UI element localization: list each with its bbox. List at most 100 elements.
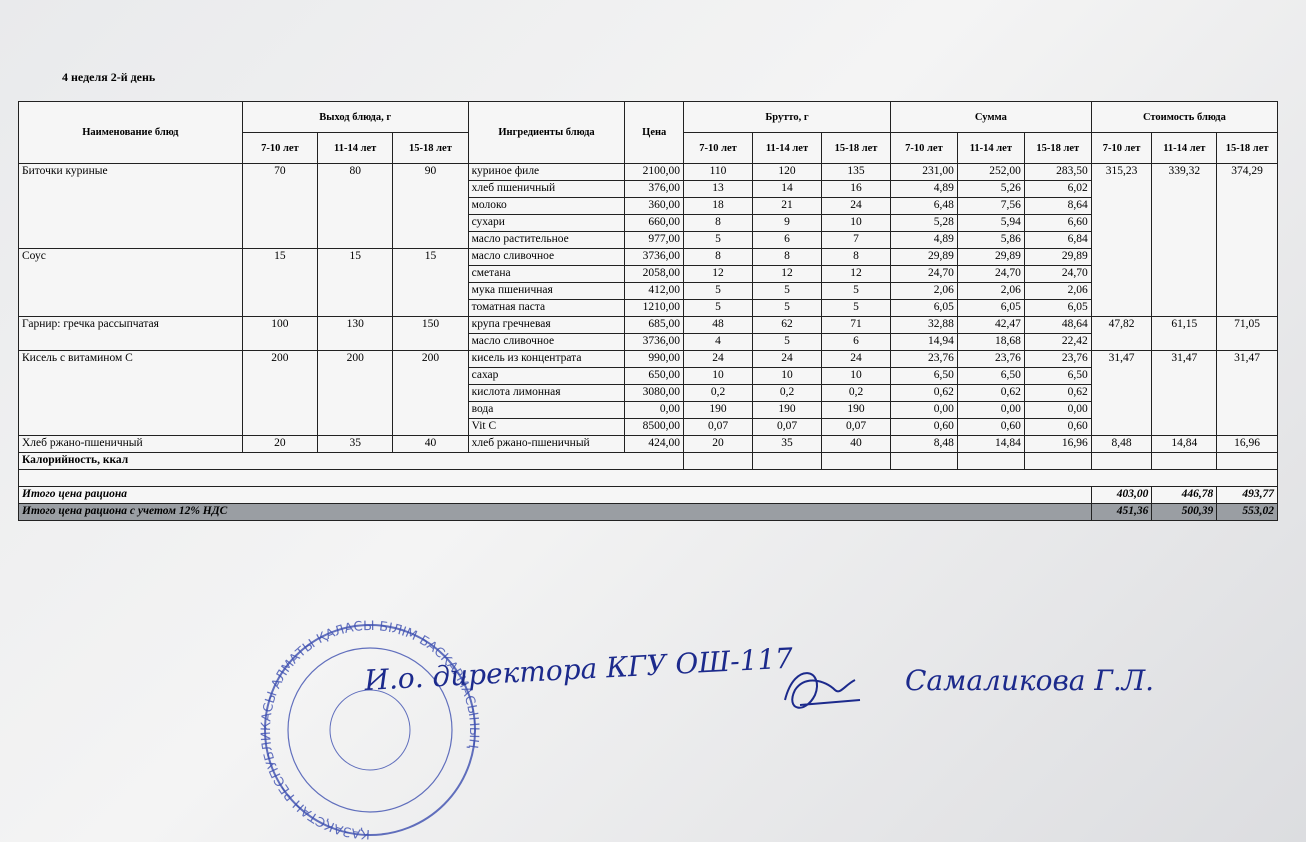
dish-yield: 100 bbox=[241, 316, 319, 351]
ingredient-name: вода bbox=[467, 401, 626, 419]
header-cell: Брутто, г bbox=[683, 101, 891, 133]
total-value: 553,02 bbox=[1216, 503, 1278, 521]
total-row: Итого цена рациона 403,00 446,78 493,77 bbox=[18, 486, 1278, 504]
total-value: 451,36 bbox=[1090, 503, 1153, 521]
stamp-text: ҚАЗАҚСТАН РЕСПУБЛИКАСЫ АЛМАТЫ ҚАЛАСЫ БІЛ… bbox=[259, 619, 481, 841]
dish-cost: 31,47 bbox=[1151, 350, 1218, 436]
ingredient-sum: 14,94 bbox=[890, 333, 958, 351]
dish-yield: 15 bbox=[241, 248, 319, 317]
ingredient-row: томатная паста 1210,00 5 5 5 6,05 6,05 6,05 bbox=[19, 299, 1278, 317]
dish-name: Гарнир: гречка рассыпчатая bbox=[18, 316, 243, 351]
age-header: 11-14 лет bbox=[956, 132, 1025, 164]
dish-cost: 374,29 bbox=[1216, 163, 1278, 317]
ingredient-sum: 4,89 bbox=[890, 180, 958, 198]
ingredient-row: вода 0,00 190 190 190 0,00 0,00 0,00 bbox=[19, 401, 1278, 419]
total_vat-row: Итого цена рациона с учетом 12% НДС 451,3… bbox=[18, 503, 1278, 521]
age-header: 15-18 лет bbox=[821, 132, 891, 164]
ingredient-name: крупа гречневая bbox=[467, 316, 626, 334]
ingredient-row: Биточки куриные 70 80 90 куриное филе 2100,00… bbox=[18, 163, 1278, 317]
dish-cost: 315,23 bbox=[1090, 163, 1153, 317]
total-value: 446,78 bbox=[1151, 486, 1218, 504]
ingredient-row: масло растительное 977,00 5 6 7 4,89 5,86 6,84 bbox=[19, 231, 1278, 249]
dish-name: Кисель с витамином С bbox=[18, 350, 243, 436]
page-title: 4 неделя 2-й день bbox=[62, 70, 156, 84]
ingredient-sum: 6,50 bbox=[1023, 367, 1092, 385]
ingredient-price: 977,00 bbox=[624, 231, 684, 249]
signature-name: Самаликова Г.Л. bbox=[905, 664, 1154, 697]
ingredient-price: 424,00 bbox=[624, 435, 684, 453]
age-header: 11-14 лет bbox=[317, 132, 394, 164]
ingredient-row: Хлеб ржано-пшеничный 20 35 40 хлеб ржано-пше… bbox=[18, 435, 1278, 453]
dish-yield: 130 bbox=[317, 316, 394, 351]
ingredient-price: 360,00 bbox=[624, 197, 684, 215]
ingredient-sum: 24,70 bbox=[956, 265, 1025, 283]
ingredient-brutto: 24 bbox=[821, 350, 891, 368]
ingredient-sum: 0,00 bbox=[1023, 401, 1092, 419]
age-header: 7-10 лет bbox=[241, 132, 319, 164]
ingredient-sum: 16,96 bbox=[1023, 435, 1092, 453]
dish-yield: 80 bbox=[317, 163, 394, 249]
ingredient-row: хлеб пшеничный 376,00 13 14 16 4,89 5,26 6,02 bbox=[19, 180, 1278, 198]
ingredient-sum: 7,56 bbox=[956, 197, 1025, 215]
header-cell: Цена bbox=[624, 101, 684, 164]
ingredient-row: сухари 660,00 8 9 10 5,28 5,94 6,60 bbox=[19, 214, 1278, 232]
stamp bbox=[264, 624, 476, 836]
ingredient-row: Гарнир: гречка рассыпчатая 100 130 150 крупа… bbox=[18, 316, 1278, 351]
signature-scribble bbox=[784, 672, 861, 709]
ingredient-sum: 2,06 bbox=[1023, 282, 1092, 300]
ingredient-brutto: 190 bbox=[683, 401, 753, 419]
dish-cost: 61,15 bbox=[1151, 316, 1218, 351]
dish-cost: 339,32 bbox=[1151, 163, 1218, 317]
ingredient-sum: 22,42 bbox=[1023, 333, 1092, 351]
age-header: 11-14 лет bbox=[1151, 132, 1218, 164]
ingredient-name: молоко bbox=[467, 197, 626, 215]
age-header: 7-10 лет bbox=[1090, 132, 1153, 164]
ingredient-brutto: 190 bbox=[821, 401, 891, 419]
ingredient-row: молоко 360,00 18 21 24 6,48 7,56 8,64 bbox=[19, 197, 1278, 215]
ingredient-sum: 42,47 bbox=[956, 316, 1025, 334]
ingredient-price: 650,00 bbox=[624, 367, 684, 385]
ingredient-sum: 6,60 bbox=[1023, 214, 1092, 232]
dish-yield: 200 bbox=[392, 350, 469, 436]
ingredient-sum: 6,50 bbox=[890, 367, 958, 385]
dish-yield: 70 bbox=[241, 163, 319, 249]
age-header: 11-14 лет bbox=[752, 132, 822, 164]
ingredient-row: Кисель с витамином С 200 200 200 кисель из к… bbox=[18, 350, 1278, 436]
ingredient-sum: 0,60 bbox=[890, 418, 958, 436]
ingredient-sum: 6,50 bbox=[956, 367, 1025, 385]
ingredient-sum: 29,89 bbox=[890, 248, 958, 266]
ingredient-sum: 29,89 bbox=[956, 248, 1025, 266]
ingredient-row: сахар 650,00 10 10 10 6,50 6,50 6,50 bbox=[19, 367, 1278, 385]
ingredient-price: 3080,00 bbox=[624, 384, 684, 402]
ingredient-sum: 6,84 bbox=[1023, 231, 1092, 249]
dish-name: Биточки куриные bbox=[18, 163, 243, 249]
ingredient-name: масло растительное bbox=[467, 231, 626, 249]
dish-cost: 31,47 bbox=[1216, 350, 1278, 436]
ingredient-sum: 29,89 bbox=[1023, 248, 1092, 266]
dish-yield: 200 bbox=[317, 350, 394, 436]
ingredient-price: 1210,00 bbox=[624, 299, 684, 317]
ingredient-sum: 5,26 bbox=[956, 180, 1025, 198]
dish-cost: 8,48 bbox=[1090, 435, 1153, 453]
calorie-row: Калорийность, ккал bbox=[18, 452, 1278, 470]
ingredient-name: кисель из концентрата bbox=[467, 350, 626, 368]
age-header: 15-18 лет bbox=[1023, 132, 1092, 164]
ingredient-name: масло сливочное bbox=[467, 333, 626, 351]
ingredient-sum: 0,60 bbox=[956, 418, 1025, 436]
dish-name: Соус bbox=[18, 248, 243, 317]
ingredient-row: Соус 15 15 15 масло сливочное 3736,00 8 8 8 29,89… bbox=[18, 248, 1278, 317]
ingredient-sum: 0,00 bbox=[890, 401, 958, 419]
ingredient-price: 2100,00 bbox=[624, 163, 684, 181]
age-header: 15-18 лет bbox=[1216, 132, 1278, 164]
ingredient-row: Vit C 8500,00 0,07 0,07 0,07 0,60 0,60 0,60 bbox=[19, 418, 1278, 436]
ingredient-price: 3736,00 bbox=[624, 248, 684, 266]
ingredient-name: хлеб пшеничный bbox=[467, 180, 626, 198]
dish-cost: 31,47 bbox=[1090, 350, 1153, 436]
total-label: Итого цена рациона с учетом 12% НДС bbox=[18, 503, 1092, 521]
total-value: 493,77 bbox=[1216, 486, 1278, 504]
ingredient-sum: 0,60 bbox=[1023, 418, 1092, 436]
total-value: 500,39 bbox=[1151, 503, 1218, 521]
ingredient-price: 3736,00 bbox=[624, 333, 684, 351]
